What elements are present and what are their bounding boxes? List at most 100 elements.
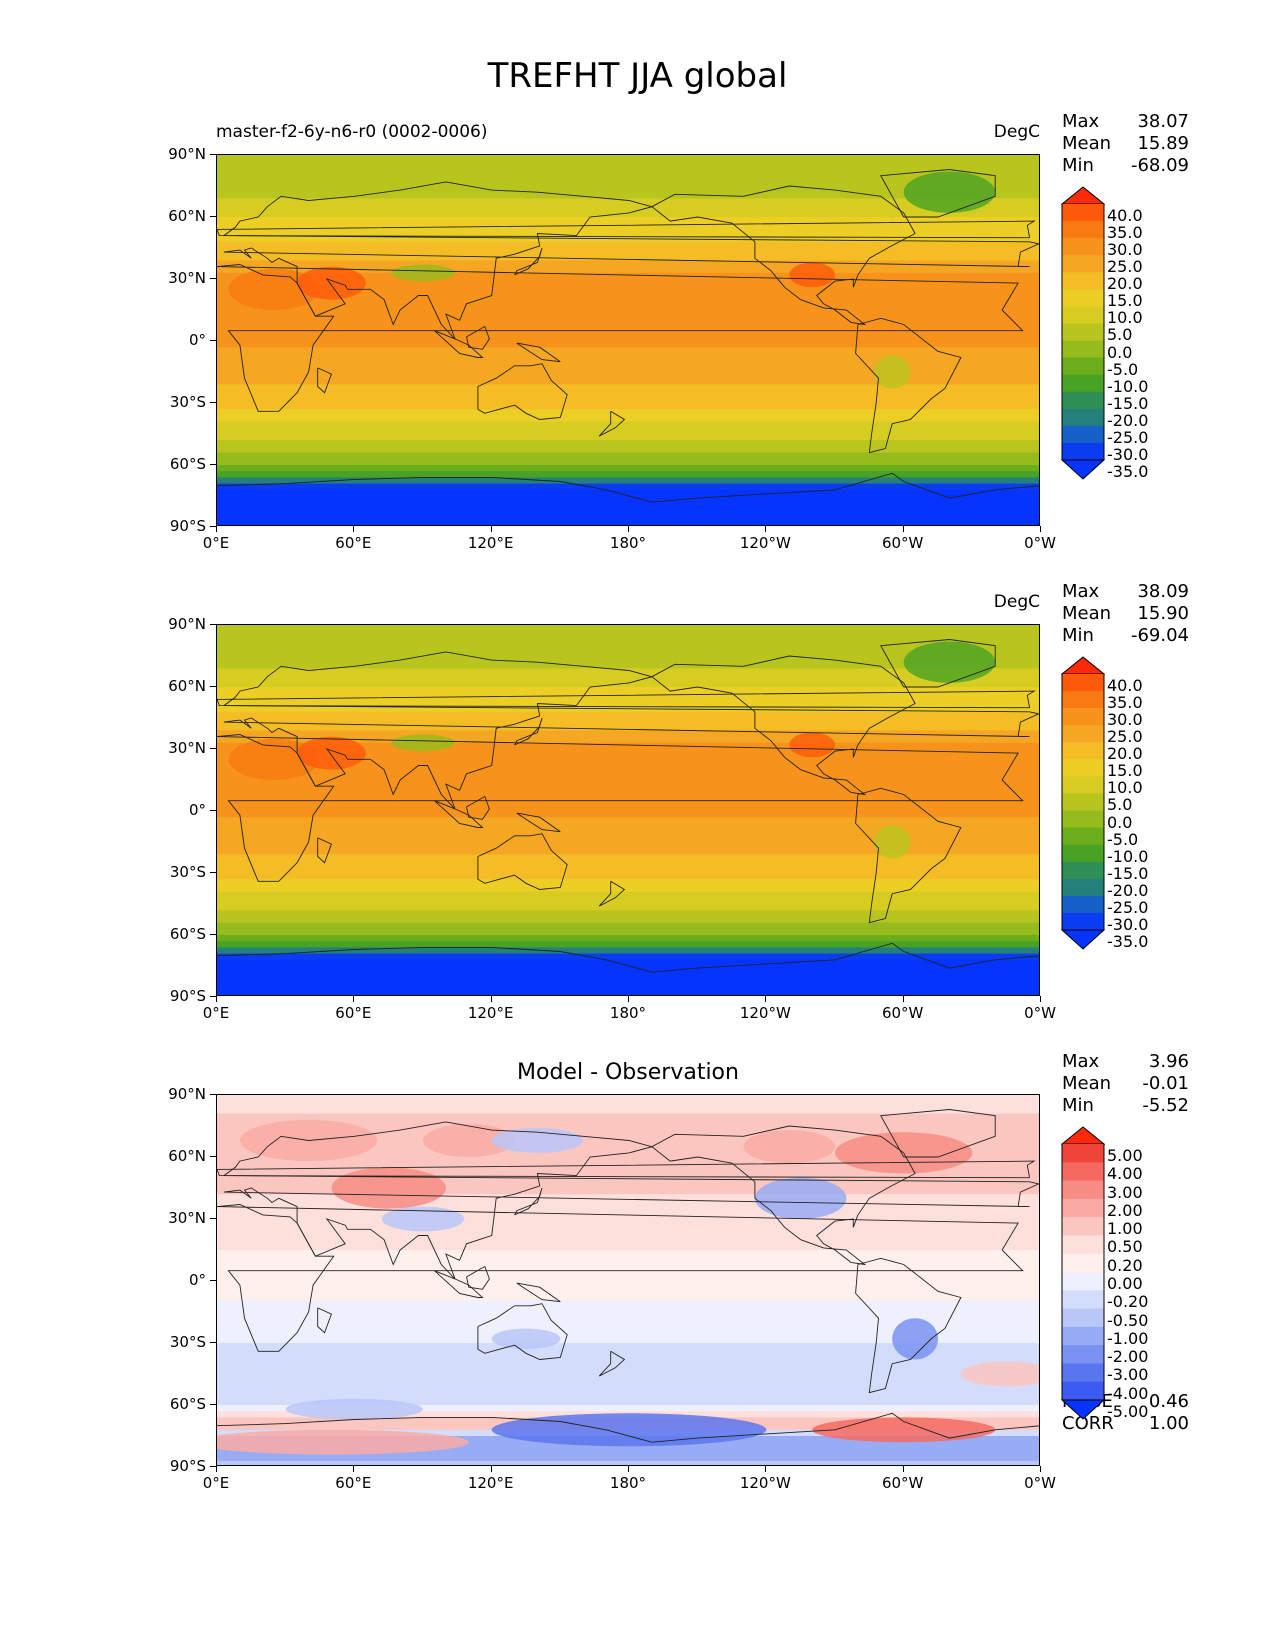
zonal-band (217, 904, 1039, 911)
zonal-band (217, 1380, 1039, 1387)
colorbar-segment (1062, 1363, 1104, 1383)
zonal-band (217, 1305, 1039, 1313)
colorbar-segment (1062, 204, 1104, 222)
stat-label: Mean (1062, 603, 1112, 624)
zonal-band (217, 483, 1039, 491)
stat-value: -68.09 (1130, 155, 1189, 176)
field-blob (873, 825, 911, 859)
stat-label: Mean (1062, 1073, 1112, 1094)
coastline (317, 1307, 332, 1334)
zonal-band (217, 1219, 1039, 1226)
zonal-band (217, 241, 1039, 249)
stat-label: Max (1062, 1051, 1100, 1072)
zonal-band (217, 935, 1039, 942)
anomaly-blob (491, 1328, 561, 1350)
x-tick (490, 996, 492, 1002)
zonal-band (217, 1367, 1039, 1375)
zonal-band (217, 990, 1039, 995)
zonal-band (217, 508, 1039, 516)
y-tick-label: 90°N (168, 145, 206, 163)
zonal-band (217, 693, 1039, 700)
zonal-band (217, 767, 1039, 775)
zonal-band (217, 842, 1039, 849)
zonal-band (217, 458, 1039, 466)
x-tick (628, 996, 629, 1002)
zonal-band (217, 223, 1039, 230)
x-tick-label: 60°E (335, 1474, 372, 1492)
x-tick (1040, 1466, 1041, 1472)
colorbar-label: -0.20 (1107, 1292, 1149, 1312)
anomaly-blob (381, 1206, 465, 1232)
stat-value: 15.89 (1137, 133, 1189, 154)
zonal-band (217, 1349, 1039, 1356)
colorbar-segment (1062, 442, 1104, 461)
y-tick (210, 934, 216, 935)
coastline (514, 717, 543, 746)
y-tick-label: 90°S (169, 517, 206, 535)
zonal-band (217, 1361, 1039, 1369)
zonal-band (217, 322, 1039, 330)
x-tick (628, 1466, 629, 1472)
x-tick (353, 996, 355, 1002)
x-tick-label: 0°E (202, 534, 230, 552)
y-tick (210, 1342, 216, 1343)
y-tick-label: 60°N (168, 1147, 206, 1165)
zonal-band (217, 1237, 1039, 1245)
y-tick-label: 90°N (168, 1085, 206, 1103)
zonal-band (217, 1169, 1039, 1177)
y-tick (210, 1466, 216, 1467)
zonal-band (217, 1095, 1039, 1102)
zonal-band (217, 718, 1039, 725)
colorbar-extend-bottom (1061, 459, 1105, 480)
coastline (217, 1160, 1036, 1179)
y-tick (210, 872, 216, 873)
colorbar-label: 2.00 (1107, 1200, 1143, 1220)
x-tick (216, 996, 217, 1002)
zonal-band (217, 625, 1039, 632)
zonal-band (217, 514, 1039, 522)
coastline (477, 833, 568, 890)
colorbar-segment (1062, 1217, 1104, 1236)
coastline (855, 787, 962, 924)
colorbar-label: -20.0 (1107, 880, 1149, 900)
zonal-band (217, 873, 1039, 880)
zonal-band (217, 192, 1039, 199)
field-blob (873, 355, 911, 389)
zonal-band (217, 773, 1039, 781)
panel-center-title: Model - Observation (517, 1060, 739, 1085)
zonal-band (217, 310, 1039, 317)
zonal-band (217, 434, 1039, 441)
map-plot (216, 624, 1040, 996)
zonal-band (217, 359, 1039, 367)
stat-label: Min (1062, 1095, 1094, 1116)
colorbar-label: 40.0 (1107, 206, 1143, 225)
colorbar-segment (1062, 1198, 1104, 1218)
colorbar-segment (1062, 306, 1104, 324)
zonal-band (217, 1157, 1039, 1164)
field-blob (390, 264, 456, 282)
colorbar-segment (1062, 878, 1104, 897)
colorbar-label: -30.0 (1107, 444, 1149, 464)
colorbar-label: 15.0 (1107, 761, 1143, 781)
x-tick-label: 0°W (1024, 534, 1056, 552)
coastline (514, 1187, 543, 1216)
panel-observation: DegC Max 38.09 Mean 15.90 Min -69.04 90°N 60°N 30… (0, 581, 1275, 1030)
y-tick (210, 464, 216, 465)
coastline (516, 1282, 561, 1303)
y-tick-label: 60°S (169, 455, 206, 473)
y-tick-label: 30°S (169, 393, 206, 411)
coastline (434, 1270, 484, 1298)
zonal-band (217, 699, 1039, 707)
colorbar-segment (1062, 759, 1104, 777)
zonal-band (217, 848, 1039, 855)
zonal-band (217, 452, 1039, 460)
colorbar-label: 5.0 (1107, 325, 1133, 345)
x-tick-label: 0°E (202, 1004, 230, 1022)
x-tick (353, 526, 355, 532)
colorbar-segment (1062, 238, 1104, 256)
zonal-band (217, 477, 1039, 485)
coastline (880, 1109, 996, 1158)
x-tick-label: 120°E (467, 1004, 514, 1022)
zonal-band (217, 365, 1039, 373)
colorbar-label: -2.00 (1107, 1347, 1149, 1367)
